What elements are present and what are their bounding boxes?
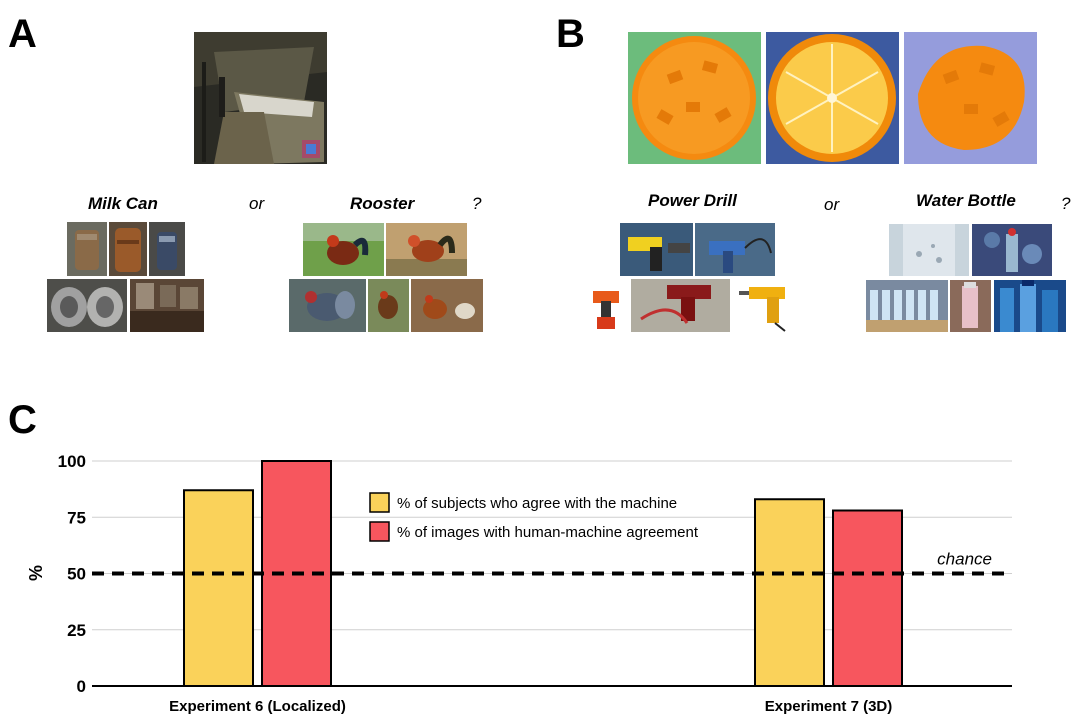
power-drill-photo (631, 279, 730, 332)
rooster-photo (386, 223, 467, 276)
rooster-photo (411, 279, 483, 332)
panel-label-a: A (8, 12, 37, 56)
x-tick-label: Experiment 7 (3D) (765, 698, 893, 715)
bar-chart: chance 0 25 50 75 100 % Experiment 6 (Locali… (26, 452, 1012, 715)
y-tick-label: 75 (67, 508, 86, 527)
bar-subjects (754, 498, 825, 687)
class-label-milk-can: Milk Can (88, 194, 158, 213)
y-tick-labels: 0 25 50 75 100 (58, 452, 86, 696)
chance-label: chance (937, 550, 992, 569)
legend-label: % of subjects who agree with the machine (397, 495, 677, 512)
rooster-photo (289, 279, 366, 332)
power-drill-photo (695, 223, 775, 276)
class-label-rooster: Rooster (350, 194, 415, 213)
milk-can-photo (67, 222, 107, 276)
x-tick-label: Experiment 6 (Localized) (169, 698, 346, 715)
bar-images (832, 509, 903, 687)
milk-can-photo (130, 279, 204, 332)
or-label-b: or (824, 195, 840, 214)
power-drill-photo (587, 283, 628, 332)
milk-can-photo (149, 222, 185, 276)
legend-swatch (369, 492, 390, 513)
legend-swatch (369, 521, 390, 542)
y-axis-label: % (26, 565, 46, 581)
power-drill-photo (735, 283, 795, 332)
question-mark-a: ? (472, 194, 482, 213)
bars (183, 460, 903, 687)
orange-slice-image (766, 32, 899, 164)
orange-3d-image (904, 32, 1037, 164)
water-bottle-photo (972, 224, 1052, 276)
x-tick-labels: Experiment 6 (Localized) Experiment 7 (3D… (169, 698, 892, 715)
or-label-a: or (249, 194, 265, 213)
water-bottle-photo (950, 280, 991, 332)
class-label-water-bottle: Water Bottle (916, 191, 1016, 210)
y-tick-label: 50 (67, 565, 86, 584)
milk-can-photo (109, 222, 147, 276)
power-drill-photo (620, 223, 693, 276)
rooster-photo (303, 223, 384, 276)
panel-label-c: C (8, 398, 37, 442)
legend-label: % of images with human-machine agreement (397, 524, 699, 541)
water-bottle-photo (866, 280, 948, 332)
question-mark-b: ? (1061, 194, 1071, 213)
train-station-image (194, 32, 327, 164)
rooster-photo (368, 279, 409, 332)
water-bottle-photo (994, 280, 1066, 332)
orange-texture-image (628, 32, 761, 164)
legend: % of subjects who agree with the machine… (369, 492, 699, 542)
y-tick-label: 100 (58, 452, 86, 471)
y-tick-label: 25 (67, 621, 86, 640)
y-tick-label: 0 (77, 677, 86, 696)
panel-label-b: B (556, 12, 585, 56)
bar-subjects (183, 489, 254, 687)
milk-can-photo (47, 279, 127, 332)
class-label-power-drill: Power Drill (648, 191, 737, 210)
water-bottle-photo (889, 224, 969, 276)
